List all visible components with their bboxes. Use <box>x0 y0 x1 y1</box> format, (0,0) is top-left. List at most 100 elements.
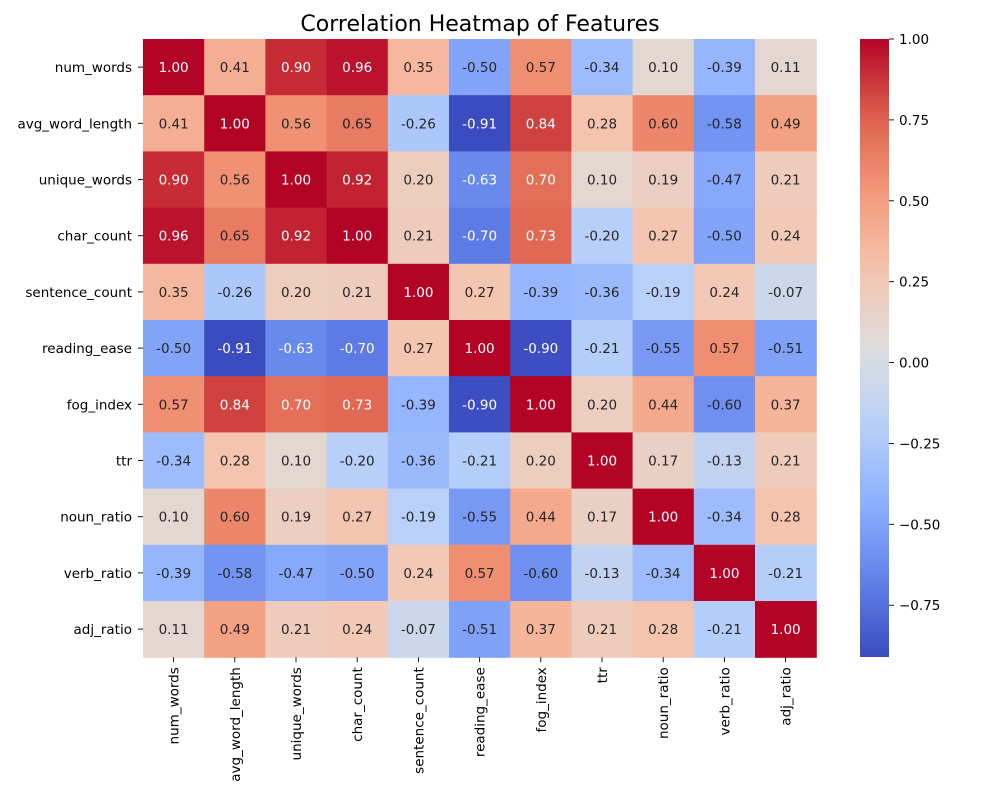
cell-value-label: -0.36 <box>401 454 436 470</box>
cell-value-label: 0.73 <box>342 397 372 413</box>
colorbar: 1.00 0.75 0.50 0.25 0.00 −0.25 −0.50 −0.75 <box>860 32 940 657</box>
heatmap-cell <box>143 544 205 602</box>
heatmap-cell <box>755 207 817 265</box>
y-tick-label: reading_ease <box>42 341 132 357</box>
heatmap-cell <box>204 488 266 546</box>
cell-value-label: 0.57 <box>465 566 495 582</box>
cell-value-label: 0.49 <box>771 116 801 132</box>
heatmap-cell <box>449 488 511 546</box>
heatmap-cell <box>204 432 266 490</box>
heatmap-cell <box>755 151 817 209</box>
cell-value-label: -0.90 <box>523 341 558 357</box>
heatmap-cell <box>510 320 572 377</box>
cell-value-label: 0.57 <box>526 60 556 76</box>
heatmap-cell <box>632 207 695 265</box>
heatmap-cell <box>387 544 450 602</box>
colorbar-tick-label: 0.00 <box>899 356 929 372</box>
cell-value-label: -0.07 <box>768 285 803 301</box>
cell-value-label: -0.91 <box>462 116 497 132</box>
cell-value-label: -0.60 <box>523 566 558 582</box>
cell-value-label: 0.56 <box>281 116 311 132</box>
cell-value-label: -0.34 <box>707 510 742 526</box>
heatmap-cell <box>265 488 328 546</box>
cell-value-label: -0.13 <box>585 566 620 582</box>
colorbar-tick-label: −0.50 <box>899 517 940 533</box>
heatmap-cell <box>571 376 634 433</box>
cell-value-label: 0.92 <box>281 229 311 245</box>
heatmap-cell <box>632 601 695 658</box>
heatmap-cell <box>449 376 511 433</box>
heatmap-cell <box>387 207 450 265</box>
cell-value-label: 0.27 <box>648 229 678 245</box>
heatmap-cell <box>326 151 389 209</box>
heatmap-cell <box>571 544 634 602</box>
cell-value-label: 0.20 <box>281 285 311 301</box>
heatmap-cell <box>143 95 205 152</box>
cell-value-label: 0.21 <box>403 229 433 245</box>
heatmap-cell <box>204 263 266 321</box>
cell-value-label: 0.35 <box>159 285 189 301</box>
cell-value-label: 0.11 <box>771 60 801 76</box>
heatmap-cell <box>449 544 511 602</box>
cell-value-label: -0.20 <box>585 229 620 245</box>
cell-value-label: 0.28 <box>220 454 250 470</box>
cell-value-label: 0.57 <box>709 341 739 357</box>
heatmap-cell <box>449 432 511 490</box>
cell-value-label: -0.63 <box>279 341 314 357</box>
cell-value-label: 0.44 <box>648 397 678 413</box>
heatmap-cell <box>143 263 205 321</box>
heatmap-cell <box>632 263 695 321</box>
heatmap-cell <box>510 207 572 265</box>
cell-value-label: 0.19 <box>281 510 311 526</box>
heatmap-cell <box>632 320 695 377</box>
heatmap-cell <box>632 376 695 433</box>
heatmap-cell <box>449 151 511 209</box>
heatmap-cell <box>143 601 205 658</box>
x-tick-label: avg_word_length <box>228 667 244 782</box>
cell-value-label: 0.90 <box>281 60 311 76</box>
cell-value-label: -0.26 <box>401 116 436 132</box>
cell-value-label: 0.57 <box>159 397 189 413</box>
heatmap-cell <box>449 601 511 658</box>
heatmap-cell <box>571 432 634 490</box>
cell-value-label: -0.21 <box>585 341 620 357</box>
heatmap-cell <box>510 263 572 321</box>
cell-value-label: 0.60 <box>648 116 678 132</box>
heatmap-cell <box>143 376 205 433</box>
heatmap-cell <box>204 320 266 377</box>
cell-value-label: -0.58 <box>217 566 252 582</box>
heatmap-cell <box>449 207 511 265</box>
cell-value-label: 0.10 <box>159 510 189 526</box>
heatmap-cell <box>571 151 634 209</box>
heatmap-cell <box>755 601 817 658</box>
cell-value-label: 0.24 <box>709 285 739 301</box>
cell-value-label: 1.00 <box>159 60 189 76</box>
y-tick-label: unique_words <box>39 173 132 189</box>
heatmap-cell <box>265 151 328 209</box>
cell-value-label: -0.21 <box>707 622 742 638</box>
cell-value-label: 0.73 <box>526 229 556 245</box>
cell-value-label: 0.21 <box>771 173 801 189</box>
y-tick-label: fog_index <box>67 397 132 413</box>
cell-value-label: 0.28 <box>648 622 678 638</box>
heatmap-cell <box>204 207 266 265</box>
heatmap-cell <box>449 95 511 152</box>
cell-value-label: 0.27 <box>403 341 433 357</box>
heatmap-cell <box>693 488 756 546</box>
heatmap-cell <box>326 39 389 96</box>
heatmap-cell <box>755 376 817 433</box>
x-tick-label: char_count <box>350 667 366 742</box>
heatmap-cell <box>755 544 817 602</box>
heatmap-cell <box>204 95 266 152</box>
heatmap-cell <box>571 263 634 321</box>
cell-value-label: 0.27 <box>342 510 372 526</box>
colorbar-tick-label: 0.50 <box>899 194 929 210</box>
cell-value-label: 0.21 <box>587 622 617 638</box>
heatmap-cell <box>265 601 328 658</box>
cell-value-label: 0.60 <box>220 510 250 526</box>
heatmap-cell <box>143 39 205 96</box>
heatmap-cell <box>693 263 756 321</box>
heatmap-cell <box>265 95 328 152</box>
cell-value-label: 0.84 <box>220 397 250 413</box>
cell-value-label: -0.21 <box>768 566 803 582</box>
